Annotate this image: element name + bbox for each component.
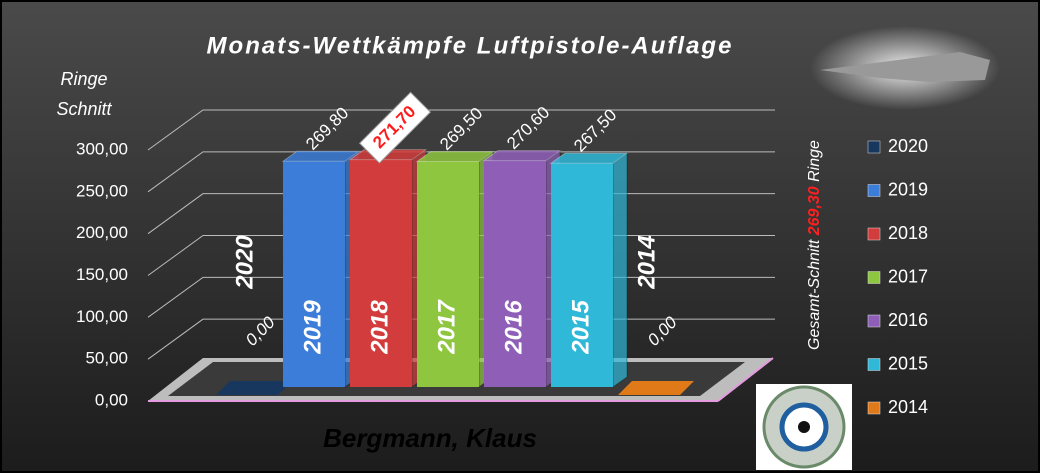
legend-swatch bbox=[867, 184, 881, 197]
y-tick-label: 0,00 bbox=[95, 390, 128, 409]
annotation: Gesamt-Schnitt 269,30 Ringe bbox=[806, 140, 823, 350]
y-tick-label: 50,00 bbox=[85, 349, 128, 368]
bar bbox=[484, 160, 546, 387]
y-axis-label: Ringe bbox=[60, 69, 107, 89]
floor-edge bbox=[717, 357, 774, 402]
annotation-part: Gesamt-Schnitt bbox=[806, 235, 823, 350]
bar-top bbox=[281, 150, 361, 162]
y-tick-label: 100,00 bbox=[76, 307, 128, 326]
annotation-value: 269,30 bbox=[806, 186, 823, 236]
legend-swatch bbox=[867, 401, 881, 415]
logo-center bbox=[798, 421, 810, 433]
bar bbox=[350, 159, 412, 387]
legend-swatch bbox=[867, 358, 881, 371]
bar-top bbox=[549, 152, 629, 164]
value-label-box bbox=[358, 91, 432, 164]
legend-label: 2019 bbox=[888, 179, 928, 199]
legend-label: 2014 bbox=[888, 397, 928, 417]
bar-top bbox=[482, 150, 562, 162]
y-tick-label: 150,00 bbox=[76, 265, 128, 284]
bar-side bbox=[612, 152, 628, 388]
legend-label: 2017 bbox=[888, 266, 928, 286]
bar-top bbox=[415, 151, 495, 163]
bar bbox=[618, 381, 694, 395]
bar bbox=[417, 161, 479, 387]
bar bbox=[283, 161, 345, 387]
grid-line bbox=[147, 151, 775, 193]
legend-swatch bbox=[867, 227, 881, 241]
legend-label: 2016 bbox=[888, 310, 928, 330]
legend-swatch bbox=[867, 140, 881, 154]
bar-label: 2014 bbox=[633, 235, 660, 289]
pistol-shape bbox=[820, 52, 990, 82]
bar-label: 2015 bbox=[567, 300, 594, 355]
legend-label: 2020 bbox=[888, 136, 928, 156]
grid-line bbox=[147, 109, 775, 151]
legend-swatch bbox=[867, 314, 881, 328]
bar-label: 2018 bbox=[366, 300, 393, 355]
annotation-part: Ringe bbox=[806, 140, 823, 186]
bar-label: 2020 bbox=[231, 235, 258, 290]
legend-label: 2018 bbox=[888, 223, 928, 243]
chart-title: Monats-Wettkämpfe Luftpistole-Auflage bbox=[207, 32, 734, 59]
footer: Bergmann, Klaus bbox=[323, 423, 537, 453]
y-axis-label: Schnitt bbox=[56, 99, 112, 119]
legend-label: 2015 bbox=[888, 353, 928, 373]
legend-swatch bbox=[867, 271, 881, 284]
y-tick-label: 250,00 bbox=[76, 181, 128, 200]
y-tick-label: 300,00 bbox=[76, 139, 128, 158]
bar-label: 2016 bbox=[500, 300, 527, 355]
bar-label: 2019 bbox=[299, 300, 326, 355]
bar-label: 2017 bbox=[433, 299, 460, 355]
y-tick-label: 200,00 bbox=[76, 223, 128, 242]
bar bbox=[551, 163, 613, 387]
bar bbox=[216, 381, 292, 395]
